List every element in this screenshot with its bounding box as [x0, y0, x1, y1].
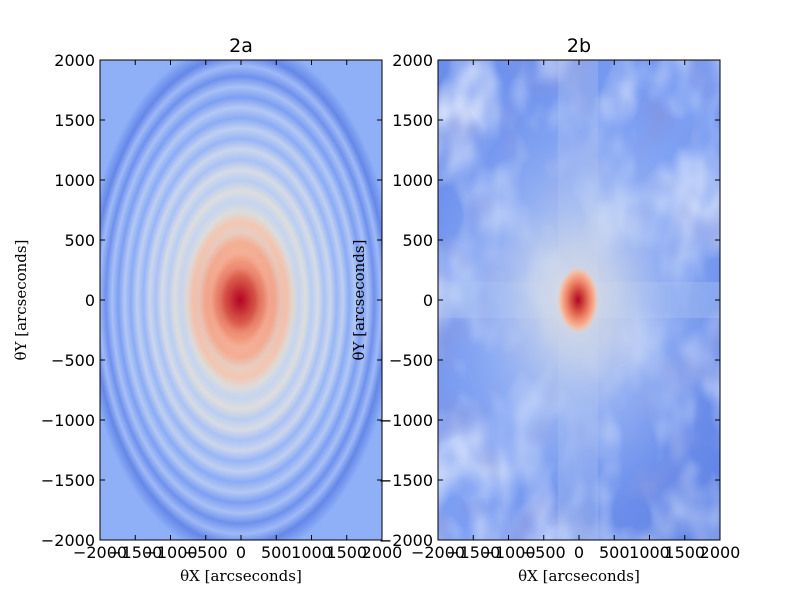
- panel-2a-xtick-label: −2000: [73, 543, 127, 562]
- panel-2b-ytick-label: 1000: [392, 171, 433, 190]
- panel-2b-xtick-label: 0: [574, 543, 584, 562]
- panel-2b-ylabel: θY [arcseconds]: [350, 240, 368, 361]
- panel-2b-title: 2b: [567, 35, 591, 57]
- panel-2a-xtick-label: 1500: [326, 543, 367, 562]
- panel-2a-ytick-label: −1000: [41, 411, 95, 430]
- panel-2b-ytick-label: −1500: [379, 471, 433, 490]
- panel-2a-xtick-label: −1000: [143, 543, 197, 562]
- panel-2a-xtick-label: 0: [236, 543, 246, 562]
- panel-2b-xtick-label: −500: [522, 543, 566, 562]
- panel-2b-ytick-label: 2000: [392, 51, 433, 70]
- panel-2b-ytick-label: 500: [402, 231, 433, 250]
- panel-2b-xtick-label: −1000: [481, 543, 535, 562]
- panel-2b-xtick-label: 2000: [700, 543, 741, 562]
- panel-2a-title: 2a: [229, 35, 253, 57]
- panel-2a-ytick-label: 0: [85, 291, 95, 310]
- panel-2a-ytick-label: 500: [64, 231, 95, 250]
- panel-2a-xtick-label: 2000: [362, 543, 403, 562]
- panel-2a-xtick-label: −500: [184, 543, 228, 562]
- panel-2b-xtick-label: −2000: [411, 543, 465, 562]
- panel-2b-ytick-label: −1000: [379, 411, 433, 430]
- panel-2b-ytick-label: −2000: [379, 531, 433, 550]
- panel-2a-xtick-label: −1500: [108, 543, 162, 562]
- panel-2b-xtick-label: 1000: [629, 543, 670, 562]
- panel-2a-ytick-label: −2000: [41, 531, 95, 550]
- panel-2b: 2b −2000−1500−1000−500 0 500 10001500200020…: [350, 35, 740, 585]
- panel-2a-ytick-label: −500: [51, 351, 95, 370]
- panel-2a-ylabel: θY [arcseconds]: [12, 240, 30, 361]
- panel-2b-xlabel: θX [arcseconds]: [518, 567, 640, 585]
- panel-2b-ytick-label: 0: [423, 291, 433, 310]
- panel-2a: 2a −2000−1500−1000−500 0 500 10001500200020…: [12, 35, 402, 585]
- panel-2a-xtick-label: 1000: [291, 543, 332, 562]
- panel-2a-ytick-label: 1500: [54, 111, 95, 130]
- panel-2a-heatmap: [100, 60, 382, 540]
- panel-2a-xtick-label: 500: [261, 543, 292, 562]
- panel-2b-ytick-label: 1500: [392, 111, 433, 130]
- panel-2b-heatmap: [438, 60, 720, 540]
- panel-2b-xtick-label: 500: [599, 543, 630, 562]
- panel-2b-ytick-label: −500: [389, 351, 433, 370]
- panel-2a-ytick-label: −1500: [41, 471, 95, 490]
- panel-2b-xtick-label: −1500: [446, 543, 500, 562]
- panel-2a-ytick-label: 1000: [54, 171, 95, 190]
- panel-2a-xlabel: θX [arcseconds]: [180, 567, 302, 585]
- panel-2a-ytick-label: 2000: [54, 51, 95, 70]
- panel-2b-xtick-label: 1500: [664, 543, 705, 562]
